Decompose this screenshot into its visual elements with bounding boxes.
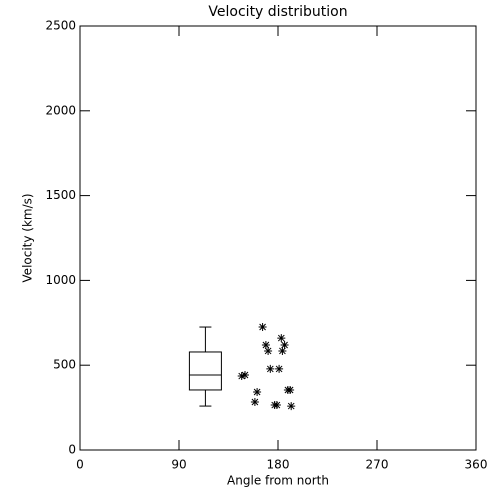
box [188, 351, 222, 391]
chart-title: Velocity distribution [208, 4, 347, 20]
x-tick-label: 0 [76, 458, 84, 472]
y-tick-label: 1500 [45, 188, 76, 202]
scatter-point [266, 364, 275, 373]
scatter-point [237, 372, 246, 381]
scatter-point [272, 401, 281, 410]
x-tick-label: 360 [465, 458, 488, 472]
x-axis-label: Angle from north [227, 474, 329, 488]
y-tick-label: 2000 [45, 103, 76, 117]
scatter-point [280, 341, 289, 350]
scatter-point [261, 341, 270, 350]
scatter-point [277, 334, 286, 343]
scatter-point [241, 371, 249, 380]
y-tick-label: 2500 [45, 19, 76, 33]
scatter-point [253, 387, 262, 396]
scatter-point [278, 346, 287, 355]
y-tick-label: 500 [53, 358, 76, 372]
scatter-point [275, 364, 284, 373]
y-tick-label: 0 [68, 443, 76, 457]
x-tick-label: 180 [267, 458, 290, 472]
scatter-point [250, 398, 259, 407]
y-tick-label: 1000 [45, 273, 76, 287]
x-tick-label: 90 [171, 458, 186, 472]
scatter-point [286, 385, 295, 394]
plot-frame [79, 25, 477, 451]
scatter-point [287, 402, 296, 411]
x-tick-label: 270 [366, 458, 389, 472]
scatter-point [258, 323, 267, 332]
y-axis-label: Velocity (km/s) [21, 193, 35, 282]
scatter-point [264, 346, 273, 355]
